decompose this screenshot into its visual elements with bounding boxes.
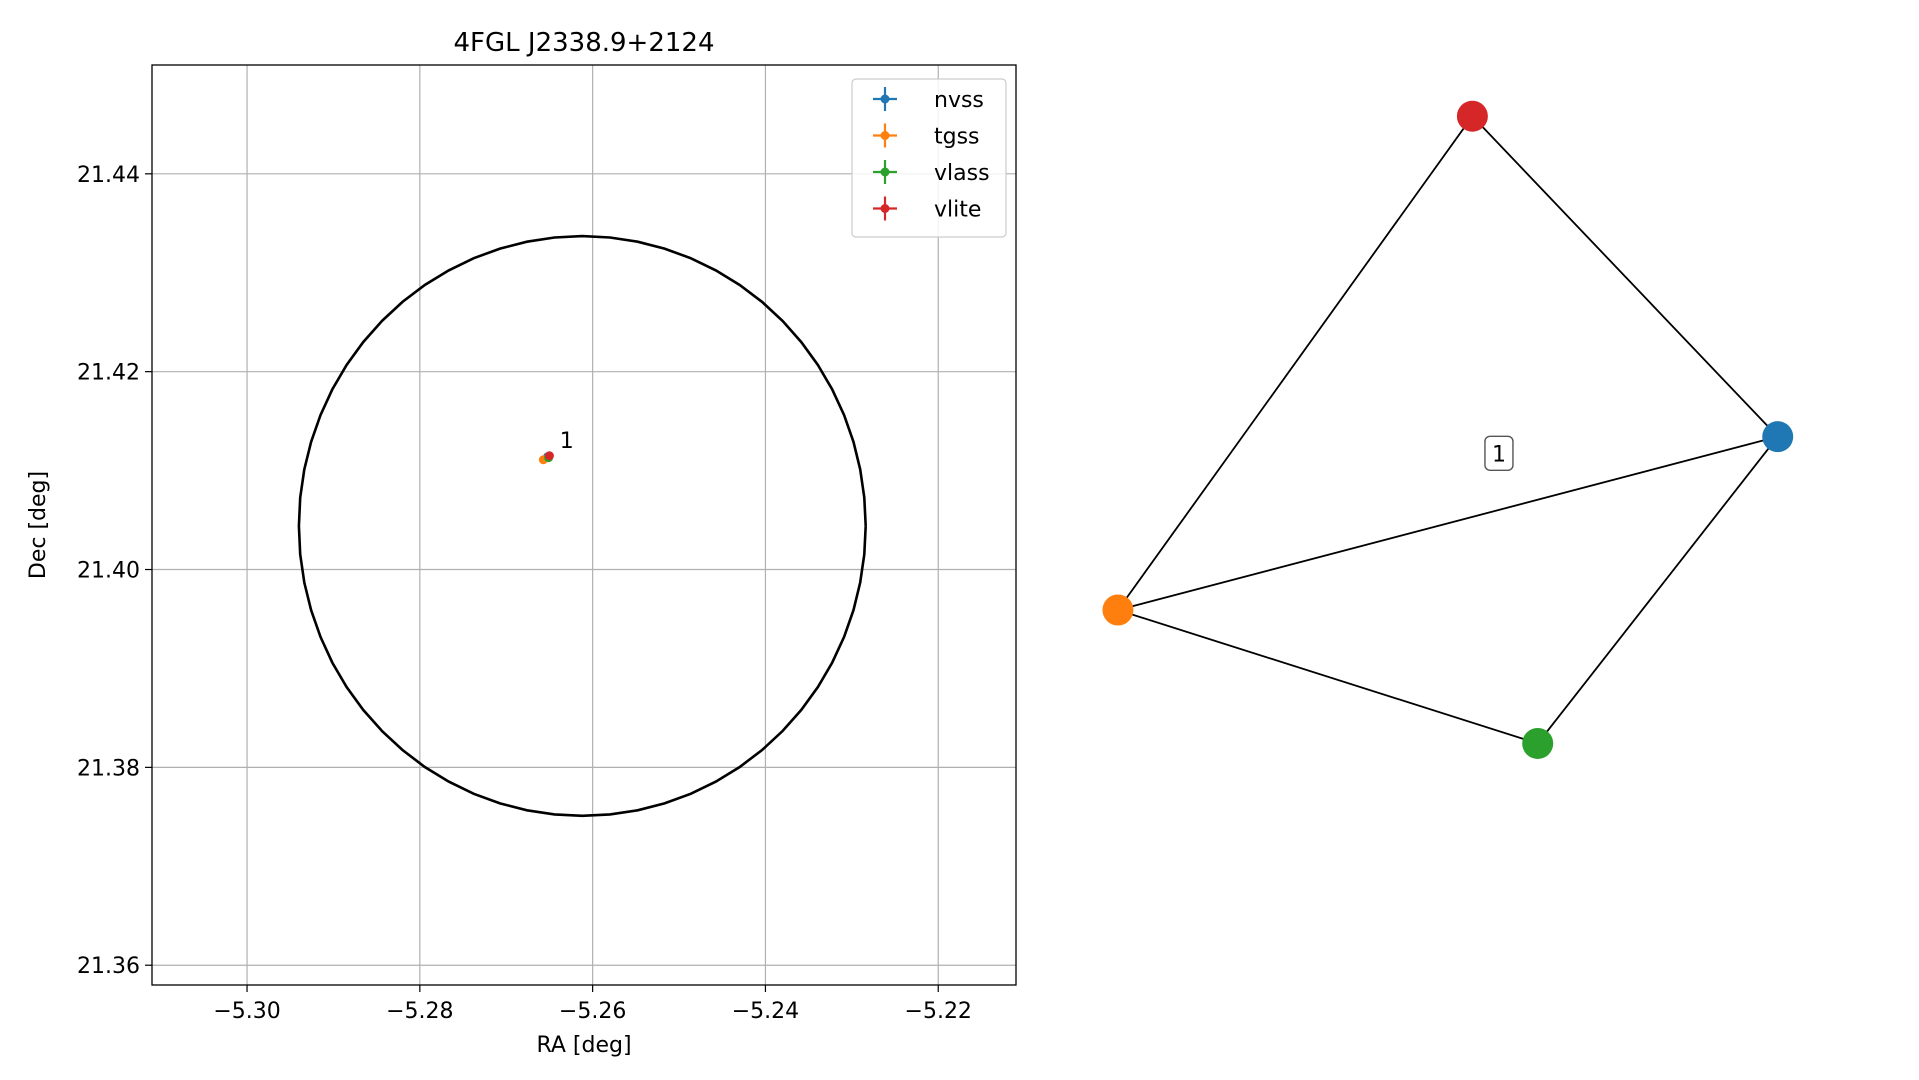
x-tick-label: −5.22 [905, 999, 972, 1024]
x-tick-label: −5.30 [213, 999, 280, 1024]
network-graph: 1 [1102, 100, 1794, 759]
graph-label: 1 [1484, 435, 1514, 471]
error-ellipse-layer [297, 234, 867, 818]
y-tick-label: 21.42 [77, 361, 140, 386]
point-vlite [544, 451, 554, 461]
node-vlite [1456, 100, 1488, 132]
legend-marker [880, 204, 890, 213]
legend: nvss tgss vlass vlite [851, 78, 1007, 238]
axes-frame [151, 64, 1017, 986]
point-annotation: 1 [560, 429, 574, 454]
node-tgss [1102, 594, 1134, 626]
y-tick-label: 21.38 [77, 756, 140, 781]
edge-vlite-nvss [1471, 115, 1779, 438]
legend-item-nvss: nvss [873, 87, 984, 113]
edge-vlass-nvss [1537, 436, 1779, 745]
chart-title: 4FGL J2338.9+2124 [454, 28, 715, 58]
legend-item-tgss: tgss [873, 123, 980, 150]
edge-tgss-vlass [1117, 609, 1538, 745]
legend-item-vlite: vlite [873, 196, 981, 223]
x-axis-label: RA [deg] [536, 1033, 631, 1058]
x-tick-label: −5.26 [559, 999, 626, 1024]
error-ellipse [297, 234, 867, 818]
legend-label: vlass [934, 161, 990, 186]
ticks: −5.30 −5.28 −5.26 −5.24 −5.22 21.36 21.38 21.40… [77, 163, 972, 1024]
y-tick-label: 21.40 [77, 559, 140, 584]
data-points [538, 451, 554, 465]
y-tick-label: 21.36 [77, 954, 140, 979]
legend-marker [880, 131, 890, 140]
graph-label-box [1484, 435, 1514, 471]
legend-marker [880, 167, 890, 177]
node-nvss [1762, 421, 1794, 453]
graph-edges [1117, 115, 1779, 745]
legend-item-vlass: vlass [873, 160, 990, 186]
y-tick-label: 21.44 [77, 163, 140, 188]
radio-position-plot: 1 −5.30 −5.28 −5.26 −5.24 −5.22 21.36 21.38 21.… [26, 28, 1017, 1058]
edge-vlite-tgss [1117, 115, 1474, 611]
legend-label: tgss [934, 125, 980, 150]
annotations: 1 [560, 429, 574, 454]
x-tick-label: −5.28 [386, 999, 453, 1024]
legend-label: vlite [934, 198, 981, 223]
graph-labels: 1 [1484, 435, 1514, 471]
node-vlass [1522, 727, 1554, 759]
edge-tgss-nvss [1117, 435, 1778, 611]
legend-marker [880, 94, 890, 104]
legend-box [851, 78, 1007, 238]
graph-nodes [1102, 100, 1794, 759]
graph-label-text: 1 [1492, 442, 1506, 467]
y-axis-label: Dec [deg] [26, 471, 51, 579]
legend-label: nvss [934, 88, 984, 113]
x-tick-label: −5.24 [732, 999, 799, 1024]
